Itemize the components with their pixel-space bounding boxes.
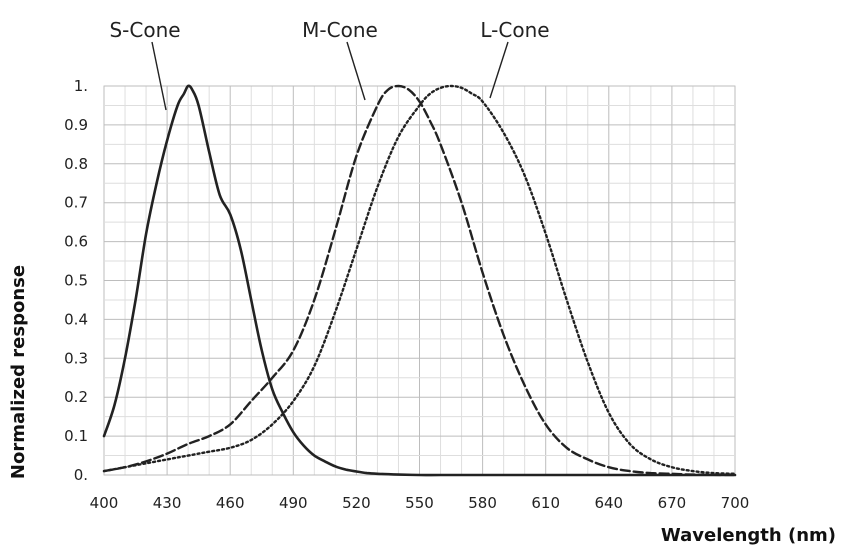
y-axis-title: Normalized response xyxy=(8,265,29,479)
y-tick-label: 0.4 xyxy=(64,310,88,328)
series-lines xyxy=(102,84,737,477)
x-tick-label: 700 xyxy=(721,494,750,512)
x-tick-label: 550 xyxy=(405,494,434,512)
y-tick-label: 0.5 xyxy=(64,272,88,290)
m-cone-leader xyxy=(346,41,366,101)
y-tick-label: 0.9 xyxy=(64,116,88,134)
y-tick-label: 0.2 xyxy=(64,388,88,406)
s-cone-leader xyxy=(151,41,167,111)
y-tick-label: 0.7 xyxy=(64,194,88,212)
x-tick-label: 610 xyxy=(531,494,560,512)
x-tick-label: 430 xyxy=(153,494,182,512)
x-tick-label: 520 xyxy=(342,494,371,512)
l-cone-leader xyxy=(489,41,509,99)
y-tick-label: 0.1 xyxy=(64,427,88,445)
x-tick-label: 460 xyxy=(216,494,245,512)
label-leader-lines xyxy=(151,41,509,111)
m-cone-curve xyxy=(102,84,737,477)
x-tick-label: 640 xyxy=(594,494,623,512)
y-tick-label: 0.3 xyxy=(64,349,88,367)
l-cone-curve xyxy=(102,84,737,475)
tick-labels: 400 430 460 490 520 550 580 610 640 670 700 0. 0.1 0.… xyxy=(64,77,749,512)
x-axis-title: Wavelength (nm) xyxy=(661,525,836,546)
s-cone-label: S-Cone xyxy=(109,18,180,42)
y-tick-label: 0.8 xyxy=(64,155,88,173)
x-tick-label: 490 xyxy=(279,494,308,512)
y-tick-label: 0. xyxy=(74,466,88,484)
grid xyxy=(103,85,736,476)
y-tick-label: 1. xyxy=(74,77,88,95)
s-cone-curve xyxy=(102,84,737,477)
y-tick-label: 0.6 xyxy=(64,233,88,251)
x-tick-label: 580 xyxy=(468,494,497,512)
l-cone-label: L-Cone xyxy=(480,18,549,42)
m-cone-label: M-Cone xyxy=(302,18,378,42)
x-tick-label: 400 xyxy=(90,494,119,512)
x-tick-label: 670 xyxy=(658,494,687,512)
